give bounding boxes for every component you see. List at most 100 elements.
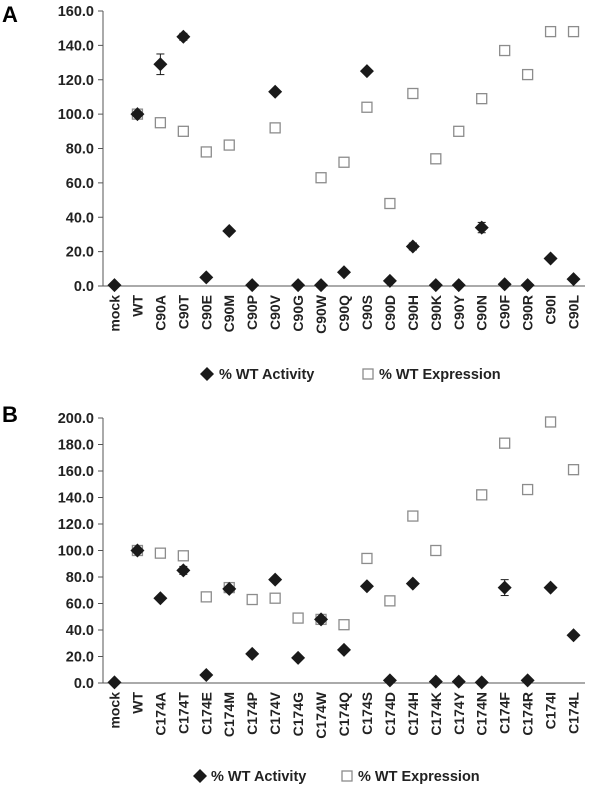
activity-point <box>176 29 191 44</box>
x-tick-label: C90Q <box>336 295 352 332</box>
x-tick-label: C174A <box>152 692 168 736</box>
activity-point <box>153 591 168 606</box>
panel-a-legend: % WT Activity % WT Expression <box>200 367 501 383</box>
y-tick-label: 140.0 <box>58 491 94 507</box>
expression-point <box>407 87 419 100</box>
activity-point <box>337 265 351 280</box>
x-tick-label: C174F <box>497 692 513 734</box>
activity-point <box>474 220 489 235</box>
x-tick-label: C90W <box>313 294 329 334</box>
y-tick-label: 160.0 <box>58 4 94 20</box>
activity-point <box>107 278 122 293</box>
expression-point <box>315 172 327 184</box>
x-tick-label: C174N <box>474 692 490 736</box>
activity-point <box>497 580 512 595</box>
y-tick-label: 40.0 <box>66 210 94 226</box>
activity-point <box>268 84 283 99</box>
x-tick-label: C174Y <box>451 691 467 734</box>
activity-point <box>268 572 283 587</box>
x-tick-label: WT <box>129 692 145 714</box>
y-tick-label: 100.0 <box>58 544 94 560</box>
activity-point <box>130 543 145 558</box>
x-tick-label: C90D <box>382 295 398 331</box>
x-tick-label: C174D <box>382 692 398 736</box>
activity-point <box>337 642 351 657</box>
activity-point <box>405 576 420 591</box>
y-tick-label: 120.0 <box>58 517 94 533</box>
expression-point <box>544 416 557 428</box>
activity-point <box>451 674 466 689</box>
expression-point <box>361 552 373 565</box>
activity-point <box>107 675 122 690</box>
expression-point <box>177 550 189 562</box>
y-tick-label: 60.0 <box>66 176 94 192</box>
x-tick-label: C90G <box>290 295 306 332</box>
expression-point <box>361 101 373 113</box>
x-tick-label: C174I <box>543 692 559 729</box>
y-tick-label: 80.0 <box>66 142 94 158</box>
activity-point <box>497 277 512 292</box>
x-tick-label: C174R <box>520 692 536 736</box>
x-tick-label: C174H <box>405 692 421 736</box>
y-tick-label: 120.0 <box>58 73 94 89</box>
x-tick-label: WT <box>129 295 145 317</box>
y-tick-label: 180.0 <box>58 438 94 454</box>
expression-point <box>338 619 350 631</box>
expression-point <box>430 153 442 165</box>
expression-point <box>177 125 189 137</box>
y-tick-label: 100.0 <box>58 107 94 123</box>
expression-point <box>499 437 511 449</box>
expression-point <box>567 464 580 476</box>
x-tick-label: C174W <box>313 691 329 738</box>
activity-point <box>245 646 260 661</box>
activity-point <box>222 224 237 238</box>
activity-point <box>543 251 558 266</box>
legend-expression-label: % WT Expression <box>379 367 501 383</box>
activity-point <box>382 673 397 688</box>
y-tick-label: 0.0 <box>74 676 94 692</box>
x-tick-label: C174L <box>566 692 582 734</box>
x-tick-label: C90R <box>520 295 536 331</box>
x-tick-label: C174P <box>244 692 260 735</box>
activity-point <box>451 278 466 293</box>
x-tick-label: C174E <box>198 692 214 735</box>
expression-point <box>269 122 281 134</box>
x-tick-label: C90F <box>497 295 513 330</box>
activity-point <box>359 64 374 79</box>
legend-activity-marker <box>193 769 207 783</box>
x-tick-label: C90T <box>175 295 191 330</box>
x-tick-label: C90N <box>474 295 490 331</box>
activity-point <box>199 668 214 683</box>
activity-point <box>176 563 191 578</box>
expression-point <box>269 592 281 604</box>
x-tick-label: C90H <box>405 295 421 331</box>
expression-point <box>154 117 167 129</box>
legend-activity-label: % WT Activity <box>219 367 314 383</box>
panel-a-chart: 0.0 20.0 40.0 60.0 80.0 100.0 120.0 140.0 160.0 m… <box>58 4 585 334</box>
x-tick-label: C90P <box>244 295 260 330</box>
x-tick-label: C90E <box>198 295 214 330</box>
y-tick-label: 40.0 <box>66 623 94 639</box>
panel-b-chart: 0.0 20.0 40.0 60.0 80.0 100.0 120.0 140.0 160.0 1… <box>58 411 585 739</box>
expression-point <box>223 139 235 151</box>
x-tick-label: C90K <box>428 295 444 331</box>
activity-point <box>566 272 581 287</box>
x-tick-label: C174G <box>290 692 306 736</box>
x-tick-label: C174K <box>428 692 444 736</box>
expression-point <box>338 156 350 168</box>
activity-point <box>130 107 145 122</box>
x-tick-label: C174T <box>175 692 191 734</box>
y-tick-label: 140.0 <box>58 38 94 54</box>
expression-point <box>521 68 534 81</box>
expression-point <box>430 544 442 557</box>
activity-point <box>474 675 489 690</box>
expression-point <box>476 93 488 105</box>
activity-point <box>291 278 306 293</box>
y-tick-label: 160.0 <box>58 464 94 480</box>
x-tick-label: C174Q <box>336 692 352 736</box>
activity-point <box>405 239 420 254</box>
activity-point <box>428 278 443 293</box>
activity-point <box>359 579 374 594</box>
activity-point <box>222 581 237 596</box>
